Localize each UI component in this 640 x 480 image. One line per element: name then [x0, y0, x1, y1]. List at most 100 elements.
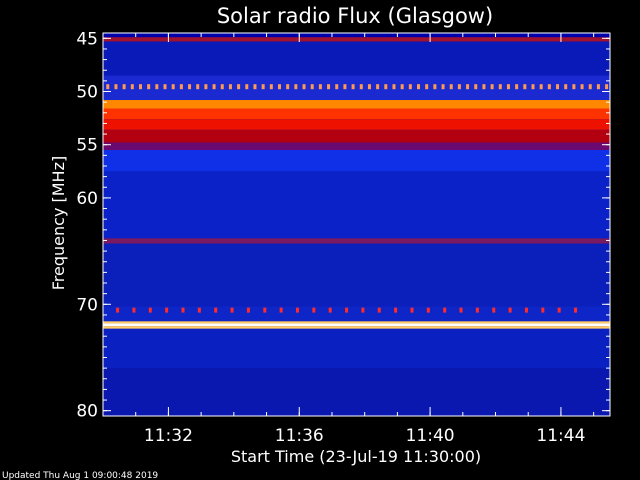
signal-dot: [188, 84, 192, 90]
signal-dot: [163, 84, 167, 90]
signal-dot: [506, 84, 510, 90]
frequency-band: [103, 368, 610, 416]
y-tick-label: 70: [76, 295, 98, 315]
signal-dot: [417, 84, 421, 90]
signal-dot: [490, 84, 494, 90]
signal-dot: [318, 84, 322, 90]
signal-dot: [498, 84, 502, 90]
signal-dot: [279, 307, 283, 313]
signal-dot: [475, 307, 479, 313]
frequency-band: [103, 33, 610, 38]
signal-dot: [408, 84, 412, 90]
frequency-band: [103, 119, 610, 130]
signal-dot: [459, 307, 463, 313]
signal-dot: [116, 307, 120, 313]
signal-dot: [312, 307, 316, 313]
signal-dot: [147, 84, 151, 90]
frequency-band: [103, 243, 610, 307]
frequency-band: [103, 321, 610, 324]
y-tick-label: 60: [76, 189, 98, 209]
signal-dot: [508, 307, 512, 313]
signal-dot: [155, 84, 159, 90]
signal-dot: [310, 84, 314, 90]
signal-dot: [220, 84, 224, 90]
signal-dot: [230, 307, 234, 313]
signal-dot: [204, 84, 208, 90]
signal-dot: [197, 307, 201, 313]
y-tick-label: 50: [76, 83, 98, 103]
signal-dot: [171, 84, 175, 90]
signal-dot: [515, 84, 519, 90]
signal-dot: [130, 84, 134, 90]
signal-dot: [294, 84, 298, 90]
y-axis-title: Frequency [MHz]: [49, 156, 68, 290]
frequency-band: [103, 150, 610, 172]
frequency-band: [103, 326, 610, 329]
signal-dot: [132, 307, 136, 313]
signal-dot: [394, 307, 398, 313]
signal-dot: [181, 307, 185, 313]
signal-dot: [228, 84, 232, 90]
signal-dot: [457, 84, 461, 90]
signal-dot: [245, 84, 249, 90]
signal-dot: [179, 84, 183, 90]
x-tick-label: 11:32: [144, 426, 193, 446]
frequency-band: [103, 328, 610, 369]
plot-area: [102, 32, 611, 417]
signal-dot: [492, 307, 496, 313]
signal-dot: [384, 84, 388, 90]
signal-dot: [441, 84, 445, 90]
signal-dot: [547, 84, 551, 90]
signal-dot: [295, 307, 299, 313]
signal-dot: [557, 307, 561, 313]
frequency-band: [103, 41, 610, 76]
signal-dot: [253, 84, 257, 90]
x-tick-label: 11:36: [275, 426, 324, 446]
frequency-band: [103, 323, 610, 327]
signal-dot: [433, 84, 437, 90]
signal-dot: [335, 84, 339, 90]
signal-dot: [165, 307, 169, 313]
frequency-band: [103, 100, 610, 109]
signal-dot: [361, 307, 365, 313]
y-tick-label: 45: [76, 29, 98, 49]
signal-dot: [564, 84, 568, 90]
signal-dot: [443, 307, 447, 313]
signal-dot: [302, 84, 306, 90]
signal-dot: [286, 84, 290, 90]
signal-dot: [474, 84, 478, 90]
signal-dot: [410, 307, 414, 313]
signal-dot: [377, 307, 381, 313]
signal-dot: [214, 307, 218, 313]
signal-dot: [482, 84, 486, 90]
signal-dot: [426, 307, 430, 313]
signal-dot: [539, 84, 543, 90]
frequency-band: [103, 37, 610, 42]
chart-title: Solar radio Flux (Glasgow): [217, 4, 493, 28]
y-axis: 45 50 55 60 70 80: [76, 29, 610, 422]
frequency-band: [103, 238, 610, 244]
signal-dot: [466, 84, 470, 90]
frequency-band: [103, 306, 610, 322]
signal-dot: [114, 84, 118, 90]
signal-dot: [574, 307, 578, 313]
x-tick-label: 11:40: [406, 426, 455, 446]
signal-dot: [541, 307, 545, 313]
signal-dot: [277, 84, 281, 90]
signal-dot: [263, 307, 267, 313]
signal-dot: [212, 84, 216, 90]
x-tick-label: 11:44: [536, 426, 585, 446]
signal-dot: [425, 84, 429, 90]
signal-dot: [580, 84, 584, 90]
signal-dot: [328, 307, 332, 313]
plot-frame: [102, 32, 611, 417]
signal-dot: [246, 307, 250, 313]
signal-dot: [261, 84, 265, 90]
y-tick-label: 55: [76, 136, 98, 156]
y-tick-label: 80: [76, 402, 98, 422]
signal-dot: [588, 84, 592, 90]
signal-dot: [327, 84, 331, 90]
signal-dot: [449, 84, 453, 90]
signal-dot: [269, 84, 273, 90]
signal-dot: [392, 84, 396, 90]
